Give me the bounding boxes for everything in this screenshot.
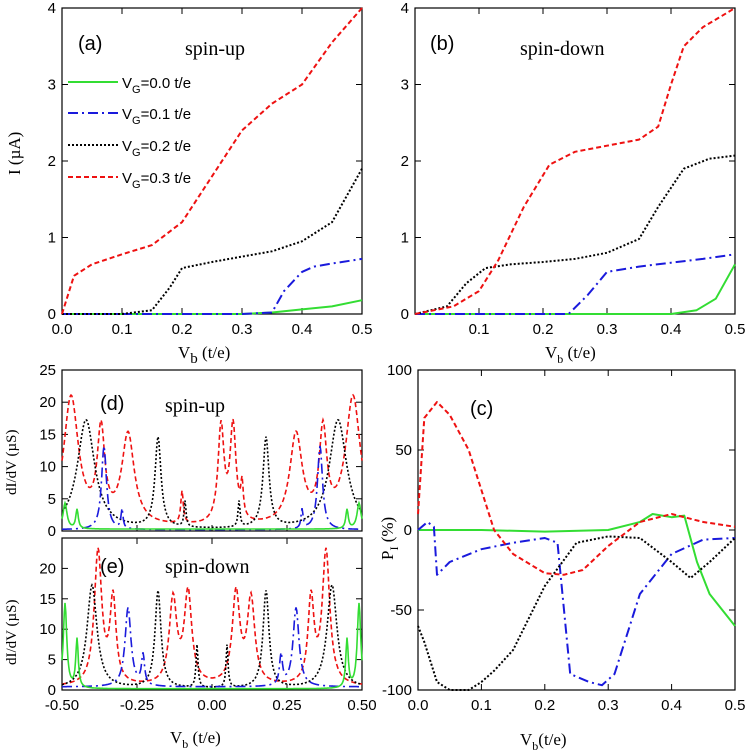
panel-e-ylabel: dI/dV (µS)	[4, 600, 20, 665]
series-line-vg0	[61, 500, 363, 530]
ytick-label: 2	[401, 153, 409, 170]
series-line-vg2	[414, 154, 736, 315]
xtick-label: 0.3	[598, 697, 619, 714]
series-line-vg2	[417, 535, 736, 691]
panel-d-plot: 0 5 10 15 20 25	[39, 362, 363, 540]
ytick-label: 10	[39, 459, 56, 476]
series-line-vg0	[61, 602, 363, 690]
xtick-label: -0.50	[45, 697, 79, 714]
series-line-vg1	[62, 257, 363, 315]
series-line-vg2	[61, 583, 363, 688]
xtick-label: 0.5	[725, 321, 746, 338]
ytick-label: 0	[48, 682, 56, 699]
xtick-label: -0.25	[120, 697, 154, 714]
ytick-label: 5	[48, 491, 56, 508]
legend-label-vg3: VG=0.3 t/e	[122, 170, 191, 191]
ytick-label: 10	[39, 621, 56, 638]
xtick-label: 0.00	[197, 697, 226, 714]
xtick-label: 0.5	[352, 321, 373, 338]
xtick-label: 0.0	[52, 321, 73, 338]
series-line-vg0	[418, 513, 736, 627]
panel-d-ylabel: dI/dV (µS)	[4, 430, 20, 495]
panel-b-label: (b)	[430, 33, 454, 55]
ytick-label: 3	[401, 77, 409, 94]
panel-e-plot: 0 5 10 15 20 -0.50 -0.25 0.00 0.25 0.50	[39, 538, 377, 714]
ytick-label: 3	[48, 77, 56, 94]
ytick-label: 1	[48, 230, 56, 247]
ytick-label: -100	[382, 682, 412, 699]
series-line-vg0	[62, 299, 363, 315]
panel-b-annotation: spin-down	[520, 38, 604, 60]
ytick-label: 25	[39, 362, 56, 379]
xtick-label: 0.50	[347, 697, 376, 714]
series-line-vg2	[62, 168, 363, 315]
series-line-vg3	[61, 7, 363, 315]
legend-label-vg2: VG=0.2 t/e	[122, 138, 191, 159]
panel-c-label: (c)	[470, 398, 493, 420]
panel-a-plot: 0 1 2 3 4 0.0 0.1 0.2 0.3 0.4 0.5	[48, 0, 373, 338]
panel-e-label: (e)	[100, 556, 124, 578]
ytick-label: 50	[395, 442, 412, 459]
xtick-label: 0.2	[534, 697, 555, 714]
series-line-vg3	[61, 393, 363, 523]
series-line-vg3	[61, 547, 363, 685]
panel-a-annotation: spin-up	[185, 38, 245, 60]
series-line-vg3	[414, 7, 736, 315]
panel-d-annotation: spin-up	[165, 395, 225, 417]
xtick-label: 0.5	[725, 697, 746, 714]
ytick-label: 2	[48, 153, 56, 170]
xtick-label: 0.1	[471, 697, 492, 714]
ytick-label: 100	[387, 362, 412, 379]
series-line-vg1	[62, 445, 362, 531]
series-line-vg1	[415, 253, 736, 315]
panel-a-label: (a)	[78, 33, 102, 55]
panel-b-xlabel: Vb (t/e)	[545, 343, 596, 366]
series-line-vg2	[61, 418, 363, 529]
xtick-label: 0.3	[597, 321, 618, 338]
ytick-label: 0	[404, 522, 412, 539]
xtick-label: 0.4	[661, 321, 682, 338]
ytick-label: 15	[39, 426, 56, 443]
xtick-label: 0.2	[533, 321, 554, 338]
series-line-vg1	[417, 521, 736, 687]
xtick-label: 0.0	[408, 697, 429, 714]
panel-b-plot: 0 1 2 3 4 0.1 0.2 0.3 0.4 0.5	[401, 0, 746, 338]
legend: VG=0.0 t/e VG=0.1 t/e VG=0.2 t/e VG=0.3 …	[68, 75, 191, 191]
ytick-label: 15	[39, 591, 56, 608]
ytick-label: 1	[401, 230, 409, 247]
xtick-label: 0.1	[112, 321, 133, 338]
panel-e-xlabel: Vb (t/e)	[170, 728, 221, 751]
series-line-vg0	[415, 263, 736, 315]
xtick-label: 0.4	[292, 321, 313, 338]
ytick-label: 20	[39, 560, 56, 577]
ytick-label: 20	[39, 394, 56, 411]
xtick-label: 0.3	[232, 321, 253, 338]
series-line-vg1	[62, 607, 362, 688]
xtick-label: 0.2	[172, 321, 193, 338]
ytick-label: -50	[390, 602, 412, 619]
ytick-label: 0	[401, 306, 409, 323]
panel-c-xlabel: Vb(t/e)	[520, 730, 567, 753]
series-line-vg3	[417, 401, 736, 576]
ytick-label: 0	[48, 523, 56, 540]
ytick-label: 0	[48, 306, 56, 323]
panel-a-xlabel: Vb (t/e)	[178, 343, 230, 367]
panel-d-label: (d)	[100, 393, 124, 415]
ytick-label: 4	[401, 0, 409, 17]
xtick-label: 0.4	[661, 697, 682, 714]
xtick-label: 0.1	[469, 321, 490, 338]
ytick-label: 5	[48, 652, 56, 669]
legend-label-vg0: VG=0.0 t/e	[122, 75, 191, 96]
xtick-label: 0.25	[272, 697, 301, 714]
panel-a-ylabel: I (µA)	[5, 132, 24, 175]
legend-label-vg1: VG=0.1 t/e	[122, 106, 191, 127]
ytick-label: 4	[48, 0, 56, 17]
panel-e-annotation: spin-down	[165, 556, 249, 578]
panel-c-ylabel: PI (%)	[378, 517, 401, 560]
panel-c-plot: -100 -50 0 50 100 0.0 0.1 0.2 0.3 0.4 0.5	[382, 362, 745, 714]
